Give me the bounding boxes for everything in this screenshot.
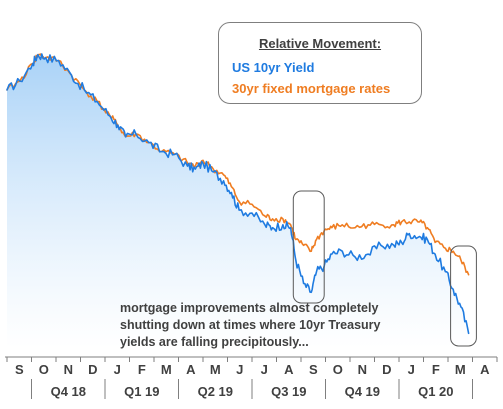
series-line-us-10yr-yield (6, 53, 470, 335)
x-tick-label-month: A (480, 362, 490, 377)
annotation: mortgage improvements almost completely … (120, 300, 440, 351)
x-tick-label-month: J (114, 362, 121, 377)
x-quarter-label: Q4 19 (345, 384, 380, 399)
x-tick-label-month: S (15, 362, 24, 377)
legend: Relative Movement: US 10yr Yield 30yr fi… (218, 22, 422, 104)
x-tick-label-month: D (88, 362, 97, 377)
x-tick-label-month: O (39, 362, 49, 377)
x-quarter-label: Q1 19 (124, 384, 159, 399)
x-quarter-label: Q4 18 (51, 384, 86, 399)
series-line-30yr-mortgage (6, 53, 470, 276)
x-tick-label-month: J (408, 362, 415, 377)
x-quarter-label: Q2 19 (198, 384, 233, 399)
annotation-line: shutting down at times where 10yr Treasu… (120, 318, 381, 332)
x-tick-label-month: M (161, 362, 172, 377)
x-tick-label-month: N (358, 362, 367, 377)
annotation-line: mortgage improvements almost completely (120, 301, 379, 315)
highlight-boxes (292, 190, 477, 347)
x-tick-label-month: N (64, 362, 73, 377)
x-tick-label-month: J (261, 362, 268, 377)
x-tick-label-month: D (382, 362, 391, 377)
x-tick-label-month: F (138, 362, 146, 377)
x-tick-label-month: M (210, 362, 221, 377)
x-tick-label-month: F (432, 362, 440, 377)
area-layer (7, 54, 469, 348)
series-lines (6, 53, 470, 335)
x-tick-label-month: J (236, 362, 243, 377)
x-tick-label-month: M (455, 362, 466, 377)
highlight-box (450, 245, 477, 347)
x-tick-label-month: A (284, 362, 294, 377)
x-tick-label-month: O (333, 362, 343, 377)
legend-entry-30yr-mortgage: 30yr fixed mortgage rates (232, 81, 391, 96)
legend-title: Relative Movement: (258, 36, 382, 51)
annotation-line: yields are falling precipitously... (120, 335, 309, 349)
x-axis: S O N D J F M A M J J A S O N D J F M AQ4 18 Q1 19 Q2 19 Q3 19… (5, 356, 498, 399)
x-tick-label-month: A (186, 362, 196, 377)
x-tick-label-month: S (309, 362, 318, 377)
legend-entry-us-10yr-yield: US 10yr Yield (232, 60, 315, 75)
highlight-box (292, 190, 325, 304)
x-quarter-label: Q1 20 (418, 384, 453, 399)
yield-area-fill (7, 54, 469, 348)
x-quarter-label: Q3 19 (271, 384, 306, 399)
